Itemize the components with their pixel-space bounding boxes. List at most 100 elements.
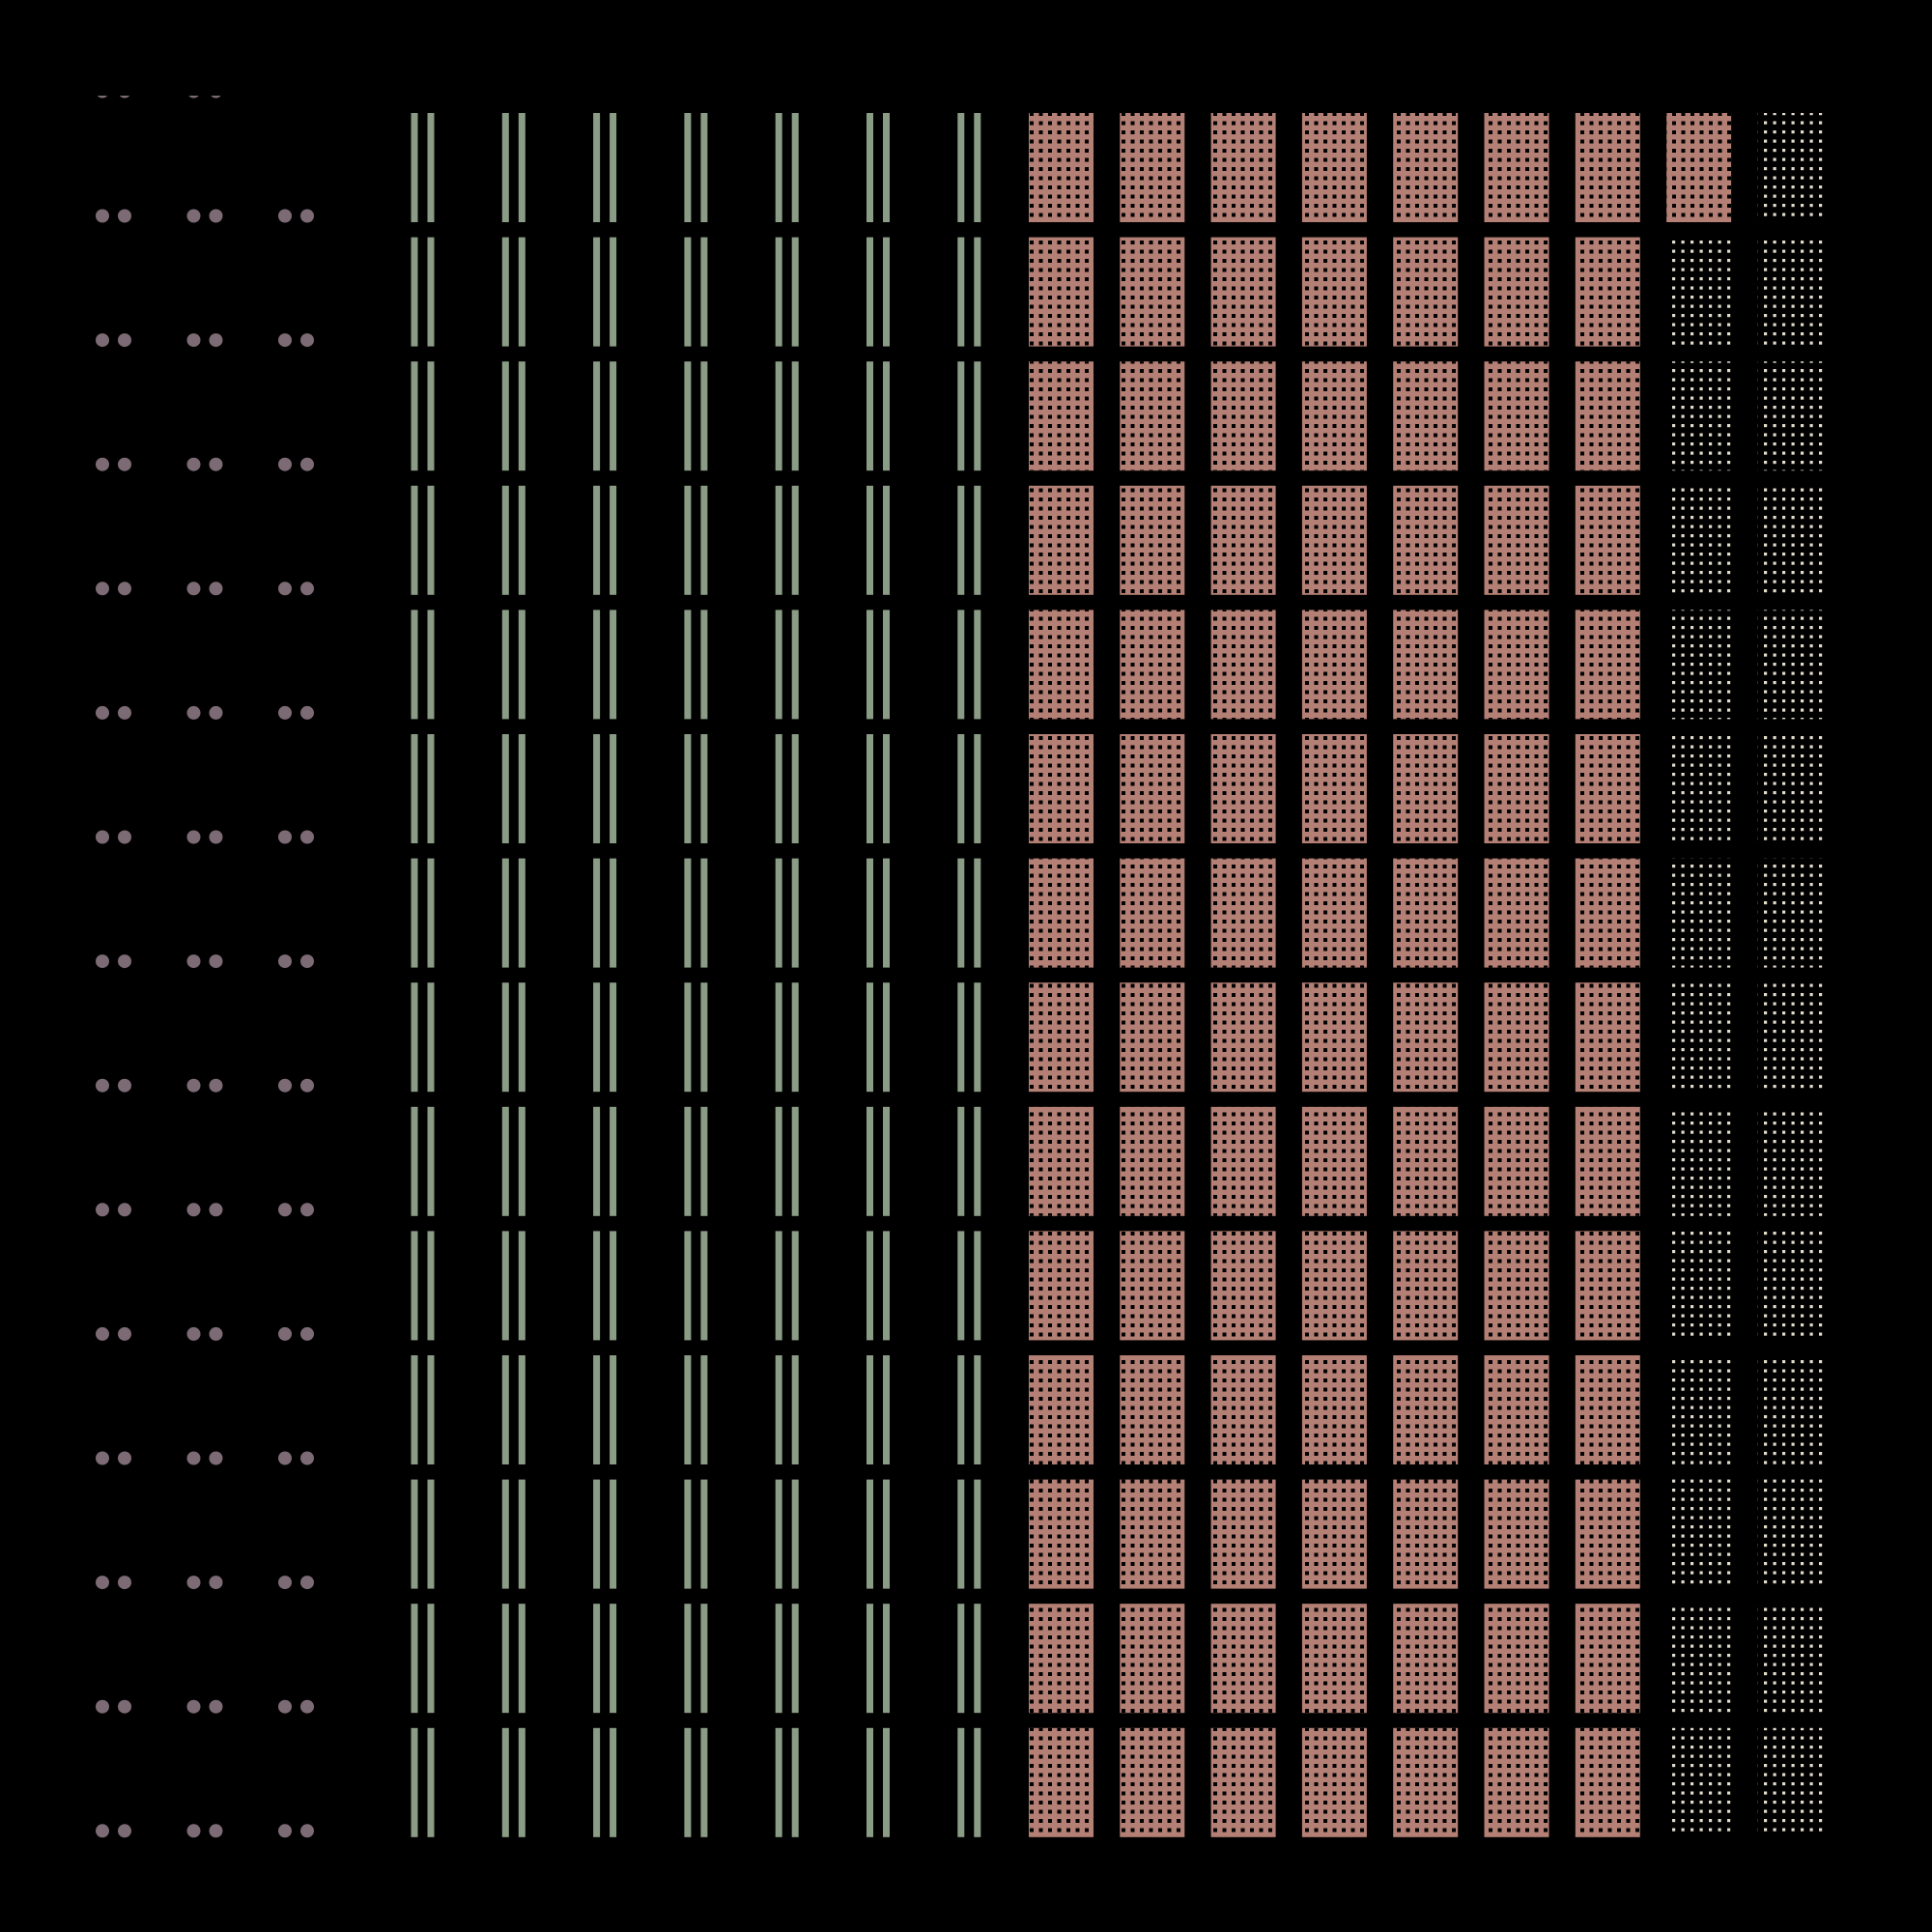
white-dot-grid bbox=[1666, 982, 1731, 1093]
bar-left bbox=[411, 982, 418, 1093]
bar-right bbox=[883, 237, 890, 347]
bar-left bbox=[501, 1727, 509, 1837]
bar-left bbox=[684, 734, 692, 843]
pattern-dot bbox=[209, 705, 223, 720]
perforation-grid bbox=[1484, 485, 1549, 595]
perforation-grid bbox=[1210, 1106, 1276, 1216]
bar-right bbox=[974, 858, 981, 968]
pattern-dot bbox=[186, 209, 201, 223]
perforation-grid bbox=[1210, 485, 1276, 595]
perforation-grid bbox=[1029, 858, 1094, 968]
pattern-dot bbox=[278, 333, 292, 348]
perforation-grid bbox=[1120, 982, 1185, 1093]
pattern-dot bbox=[278, 705, 292, 720]
perforation-grid bbox=[1484, 237, 1549, 347]
perforation-grid bbox=[1393, 734, 1459, 843]
bar-right bbox=[427, 1355, 435, 1464]
bar-left bbox=[957, 1479, 965, 1589]
bar-left bbox=[411, 610, 418, 720]
bar-left bbox=[501, 1604, 509, 1714]
bar-right bbox=[974, 1231, 981, 1341]
bar-left bbox=[775, 1355, 782, 1464]
bar-left bbox=[411, 1604, 418, 1714]
bar-right bbox=[791, 610, 799, 720]
bar-right bbox=[427, 734, 435, 843]
bar-right bbox=[518, 1727, 526, 1837]
bar-right bbox=[427, 858, 435, 968]
white-dot-grid bbox=[1757, 237, 1823, 347]
bar-left bbox=[501, 734, 509, 843]
white-dot-grid bbox=[1757, 485, 1823, 595]
pattern-dot bbox=[96, 1451, 109, 1465]
bar-left bbox=[957, 982, 965, 1093]
bar-left bbox=[867, 1231, 873, 1341]
pattern-dot bbox=[118, 457, 131, 471]
pattern-dot bbox=[278, 1824, 292, 1838]
perforation-grid bbox=[1484, 1355, 1549, 1464]
white-dot-grid bbox=[1757, 113, 1823, 222]
pattern-dot bbox=[300, 705, 314, 720]
pattern-dot bbox=[209, 582, 223, 596]
pattern-dot bbox=[118, 1326, 131, 1341]
pattern-dot bbox=[186, 1203, 201, 1217]
bar-right bbox=[427, 610, 435, 720]
bar-left bbox=[867, 734, 873, 843]
bar-left bbox=[867, 485, 873, 595]
bar-right bbox=[791, 361, 799, 471]
bar-left bbox=[867, 1727, 873, 1837]
pattern-dot bbox=[300, 582, 314, 596]
bar-right bbox=[427, 237, 435, 347]
bar-right bbox=[700, 1106, 708, 1216]
bar-right bbox=[610, 237, 617, 347]
perforation-grid bbox=[1029, 734, 1094, 843]
bar-left bbox=[684, 1604, 692, 1714]
perforation-grid bbox=[1029, 982, 1094, 1093]
bar-left bbox=[411, 1231, 418, 1341]
perforation-grid bbox=[1120, 1106, 1185, 1216]
perforation-grid bbox=[1120, 734, 1185, 843]
bar-right bbox=[883, 113, 890, 222]
perforation-grid bbox=[1575, 734, 1640, 843]
bar-left bbox=[775, 113, 782, 222]
bar-left bbox=[867, 1355, 873, 1464]
pattern-dot bbox=[186, 1824, 201, 1838]
bar-right bbox=[700, 858, 708, 968]
pattern-dot bbox=[209, 1451, 223, 1465]
bar-left bbox=[411, 485, 418, 595]
bar-right bbox=[974, 237, 981, 347]
white-dot-grid bbox=[1666, 1727, 1731, 1837]
bar-right bbox=[518, 113, 526, 222]
bar-left bbox=[593, 1106, 601, 1216]
pattern-dot bbox=[118, 954, 131, 969]
bar-right bbox=[427, 1604, 435, 1714]
bar-right bbox=[427, 982, 435, 1093]
bar-left bbox=[411, 1727, 418, 1837]
pattern-dot bbox=[300, 1451, 314, 1465]
bar-right bbox=[427, 1727, 435, 1837]
white-dot-grid bbox=[1757, 1106, 1823, 1216]
pattern-dot bbox=[118, 1699, 131, 1714]
perforation-grid bbox=[1029, 485, 1094, 595]
pattern-dot bbox=[96, 1203, 109, 1217]
bar-left bbox=[867, 361, 873, 471]
perforation-grid bbox=[1120, 1479, 1185, 1589]
perforation-grid bbox=[1393, 1231, 1459, 1341]
bar-left bbox=[411, 1355, 418, 1464]
white-dot-grid bbox=[1666, 858, 1731, 968]
pattern-dot bbox=[96, 1699, 109, 1714]
bar-right bbox=[427, 485, 435, 595]
pattern-dot bbox=[278, 1078, 292, 1093]
bar-left bbox=[775, 1479, 782, 1589]
pattern-dot bbox=[118, 209, 131, 223]
bar-right bbox=[791, 734, 799, 843]
bar-right bbox=[700, 734, 708, 843]
bar-right bbox=[791, 982, 799, 1093]
bar-right bbox=[791, 1479, 799, 1589]
bar-right bbox=[974, 1479, 981, 1589]
bar-left bbox=[867, 1106, 873, 1216]
bar-left bbox=[684, 1231, 692, 1341]
bar-left bbox=[957, 610, 965, 720]
pattern-dot bbox=[96, 705, 109, 720]
bar-left bbox=[867, 1479, 873, 1589]
